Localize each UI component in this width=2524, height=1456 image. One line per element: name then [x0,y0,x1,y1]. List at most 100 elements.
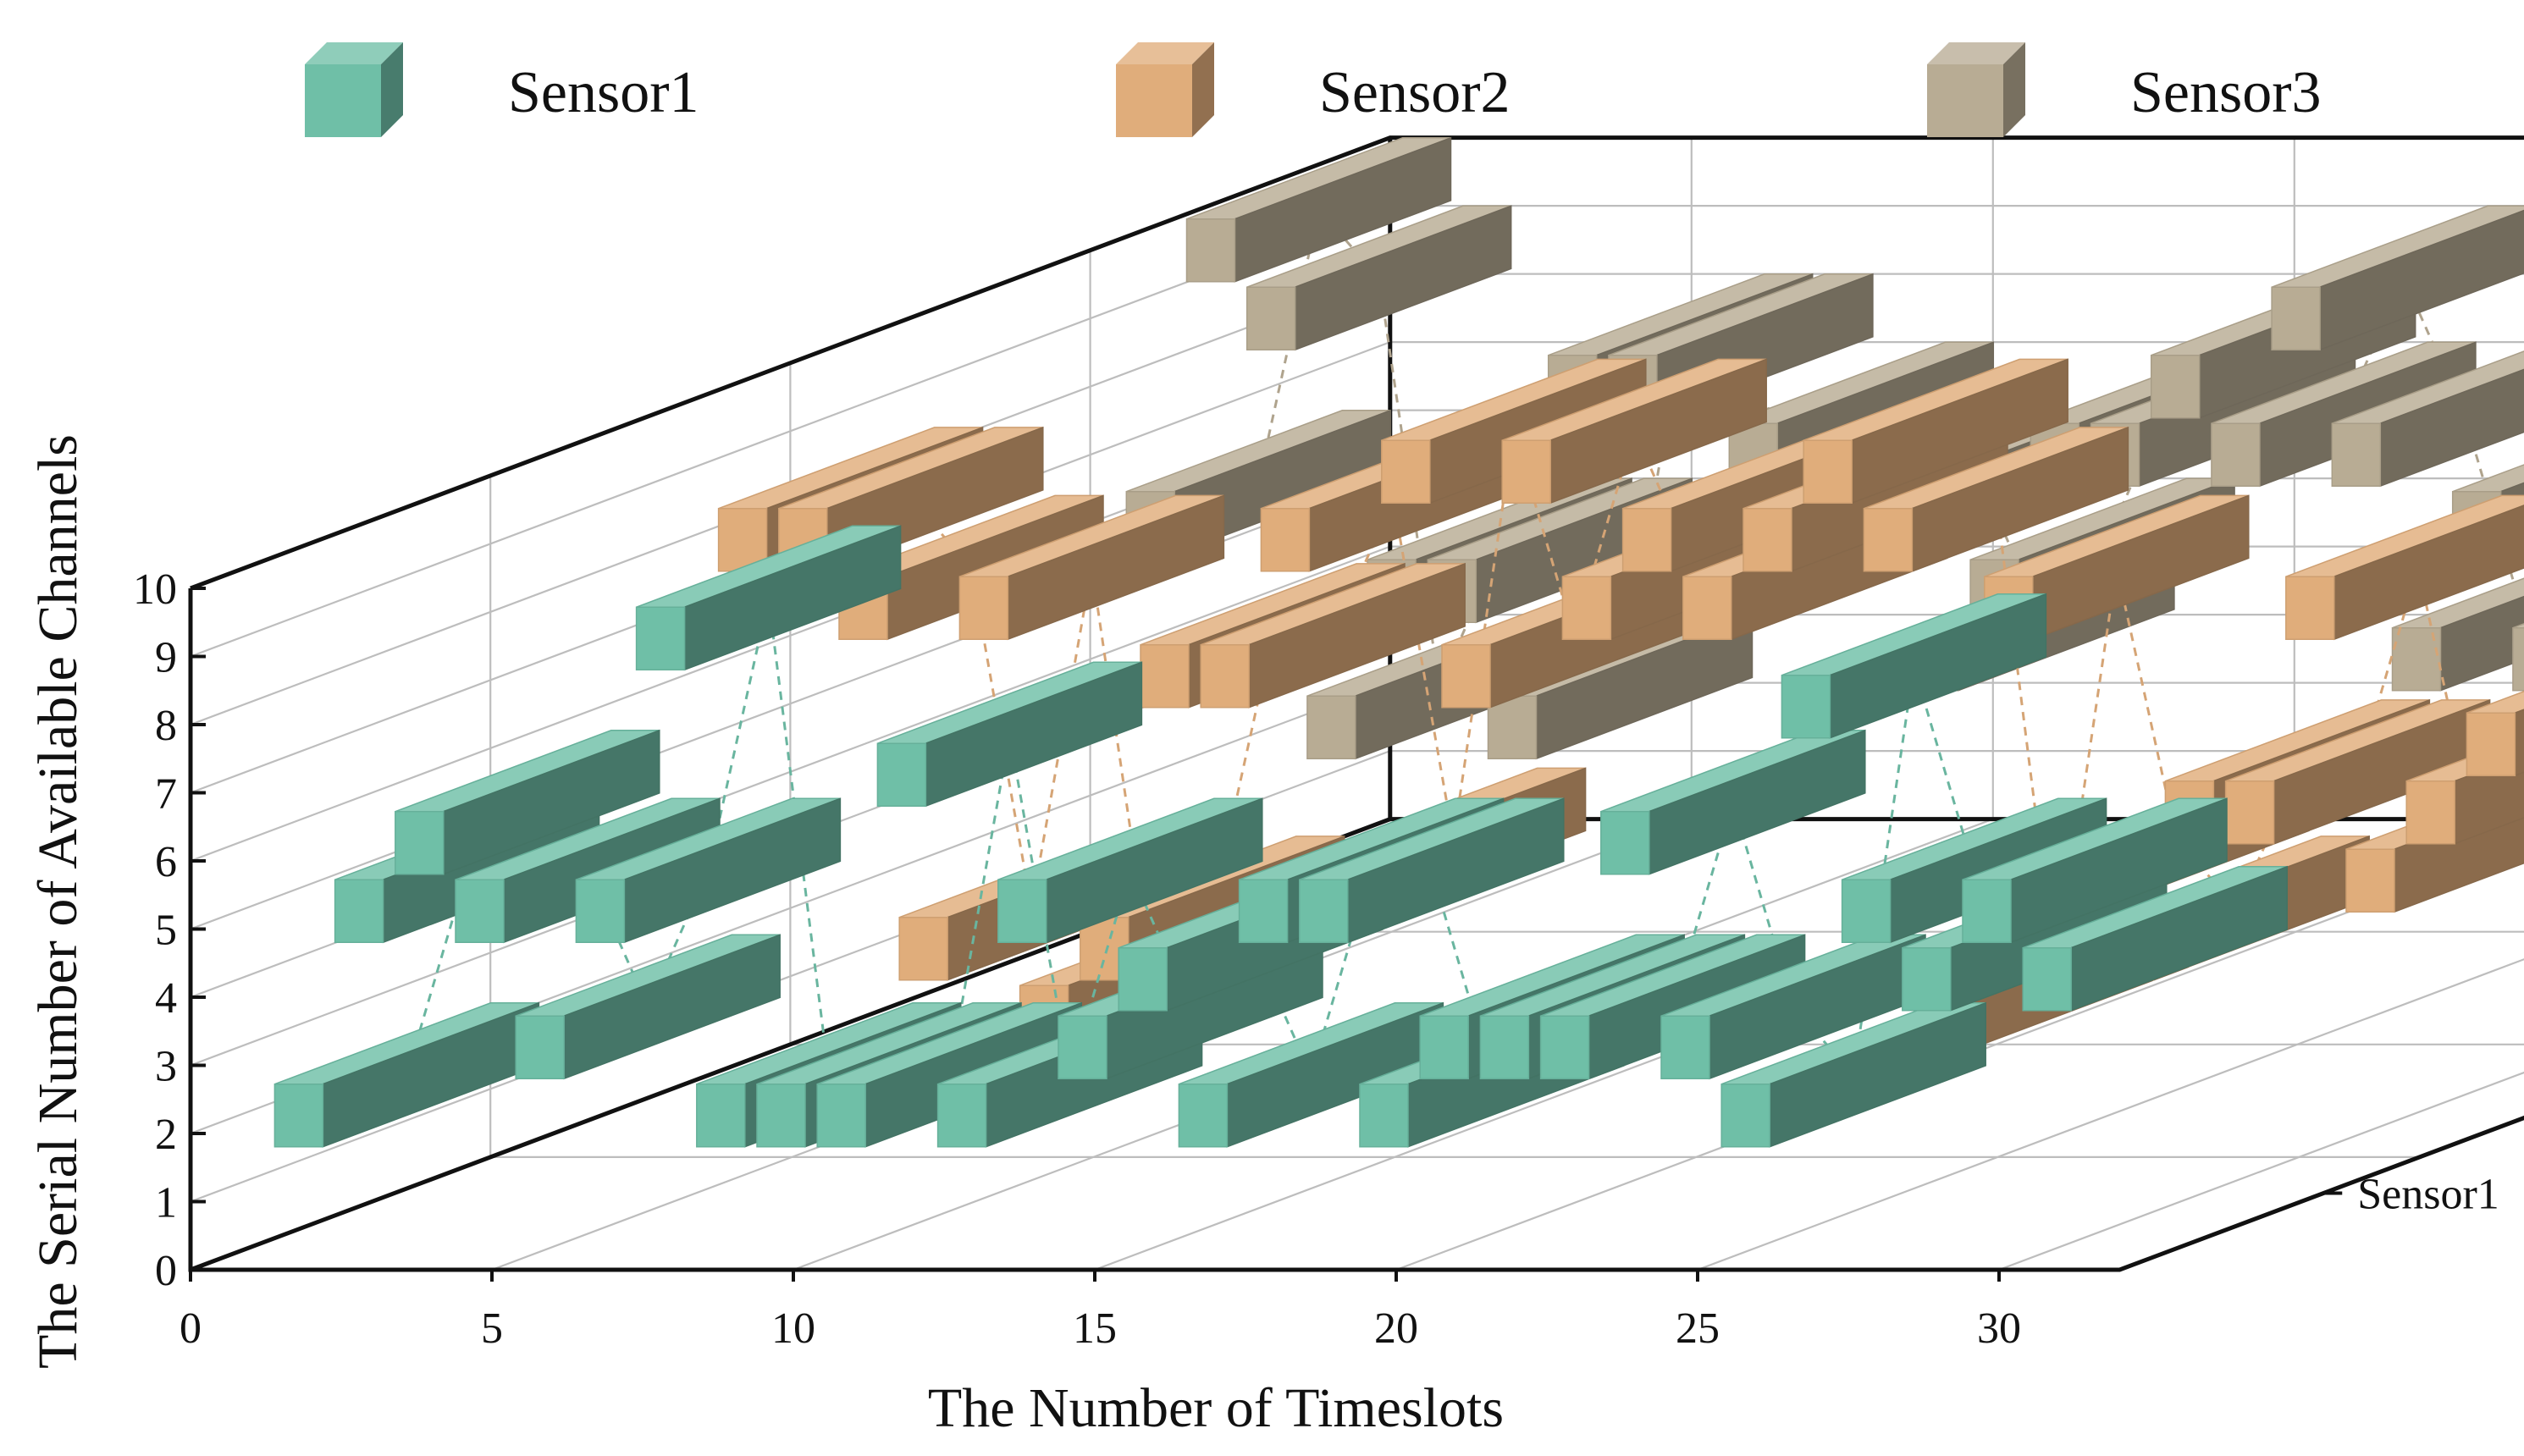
cube-front-face [2345,848,2395,913]
cube-front-face [1621,507,1672,572]
legend-item: Sensor1 [305,42,699,137]
cube-front-face [1682,576,1732,640]
y-tick-label: 6 [155,838,177,886]
data-cube [1962,797,2228,944]
legend-label: Sensor3 [2130,60,2322,125]
cube-side-face [322,1001,540,1148]
data-cube [958,494,1225,641]
data-cube [1720,1001,1986,1148]
legend-swatch [305,64,381,137]
data-cube [2466,691,2524,777]
cube-front-face [2211,422,2261,487]
cube-front-face [1058,1015,1107,1079]
y-tick-label: 0 [155,1247,177,1295]
x-tick-label: 25 [1676,1304,1720,1353]
data-cube [1299,797,1565,944]
cube-front-face [2285,576,2335,640]
data-cube [575,797,842,944]
data-cube [2405,736,2524,845]
cube-front-face [2512,626,2524,692]
legend: Sensor1 Sensor2 Sensor3 [305,42,2322,137]
data-cube [2512,622,2524,692]
data-cube [2224,698,2491,845]
data-cube [1781,593,2047,739]
series-sensor2 [717,358,2524,1050]
cube-front-face [2391,626,2442,692]
data-cube [635,525,902,671]
cube-front-face [1962,879,2012,943]
y-tick-label: 4 [155,974,177,1023]
data-cube [273,1001,540,1148]
depth-tick-label: Sensor1 [2357,1170,2499,1218]
cube-side-face [2319,209,2524,351]
cube-front-face [1419,1015,1469,1079]
x-tick-label: 30 [1977,1304,2021,1353]
cube-front-face [2150,354,2201,419]
y-tick-label: 5 [155,907,177,955]
cube-front-face [1720,1083,1770,1148]
cube-front-face [1260,507,1311,572]
data-cube [2022,865,2288,1012]
data-cube [1178,1001,1444,1148]
legend-swatch-side [1192,42,1214,137]
floor-gridline [1998,1071,2524,1271]
cube-front-face [876,742,927,807]
cube-front-face [1238,879,1289,943]
cube-front-face [1902,946,1952,1012]
cube-front-face [635,606,686,670]
series-layer [273,136,2524,1148]
data-cube [997,797,1263,944]
cube-side-face [1829,593,2047,739]
cube-front-face [1118,946,1168,1012]
cube-front-face [1185,218,1236,283]
data-cube [2391,577,2524,692]
data-cube [2331,350,2524,488]
x-tick-label: 20 [1374,1304,1418,1353]
y-tick-label: 1 [155,1179,177,1227]
data-cube [1600,729,1866,875]
cube-front-face [1841,879,1892,943]
data-cube [1660,934,1926,1080]
data-cube [2285,494,2524,641]
legend-swatch [1927,64,2003,137]
cube-front-face [1781,674,1831,739]
cube-front-face [455,879,505,943]
y-tick-label: 7 [155,770,177,819]
cube-front-face [1381,439,1431,504]
cube-front-face [1660,1015,1710,1079]
cube-front-face [2022,946,2072,1012]
legend-swatch-top [305,42,403,64]
cube-front-face [1080,916,1129,981]
cube-front-face [1359,1083,1409,1148]
cube-front-face [756,1083,806,1148]
cube-front-face [936,1083,987,1148]
cube-front-face [1245,286,1296,350]
cube-front-face [2466,712,2516,776]
cube-top-face [2512,622,2524,629]
cube-side-face [563,934,781,1080]
cube-side-face [1649,729,1866,875]
cube-front-face [515,1015,565,1079]
cube-front-face [1299,879,1349,943]
cube-front-face [1803,439,1853,504]
cube-front-face [395,810,445,875]
cube-front-face [1178,1083,1229,1148]
legend-swatch [1116,64,1192,137]
y-tick-label: 9 [155,634,177,682]
data-cube [1501,358,1767,505]
cube-front-face [997,879,1047,943]
legend-swatch-top [1116,42,1214,64]
cube-front-face [273,1083,324,1148]
x-tick-label: 15 [1073,1304,1117,1353]
x-tick-label: 10 [771,1304,815,1353]
data-cube [395,729,660,875]
cube-front-face [696,1083,746,1148]
cube-front-face [2331,422,2382,487]
cube-side-face [925,661,1143,808]
cube-front-face [1742,507,1792,572]
data-cube [1803,358,2068,505]
legend-label: Sensor2 [1319,60,1511,125]
data-cube [2271,205,2524,351]
cube-front-face [1501,439,1551,504]
